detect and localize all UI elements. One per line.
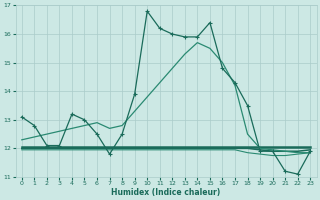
X-axis label: Humidex (Indice chaleur): Humidex (Indice chaleur) bbox=[111, 188, 221, 197]
